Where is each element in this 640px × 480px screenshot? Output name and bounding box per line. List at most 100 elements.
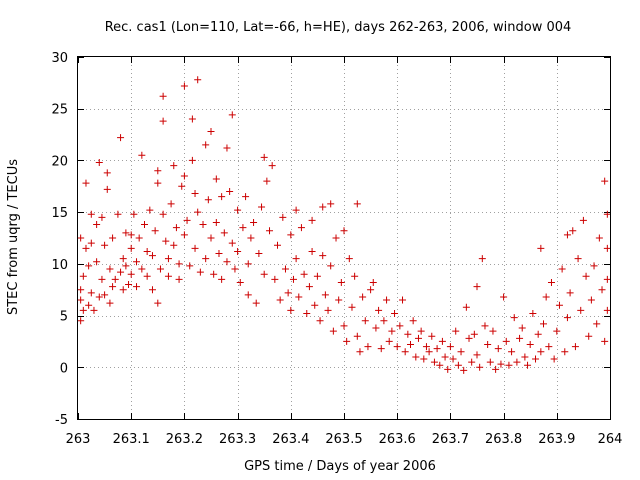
data-point bbox=[295, 293, 303, 301]
data-point bbox=[159, 117, 167, 125]
y-tick-label: 25 bbox=[51, 103, 68, 118]
data-point bbox=[138, 151, 146, 159]
data-point bbox=[518, 324, 526, 332]
data-point bbox=[101, 291, 109, 299]
data-point bbox=[303, 310, 311, 318]
data-point bbox=[319, 252, 327, 260]
data-point bbox=[151, 227, 159, 235]
data-point bbox=[244, 260, 252, 268]
data-point bbox=[133, 283, 141, 291]
data-point bbox=[598, 286, 606, 294]
data-point bbox=[218, 193, 226, 201]
data-point bbox=[106, 265, 114, 273]
data-point bbox=[603, 210, 611, 218]
data-point bbox=[343, 337, 351, 345]
data-point bbox=[244, 291, 252, 299]
data-point bbox=[555, 301, 563, 309]
data-point bbox=[316, 317, 324, 325]
data-point bbox=[603, 275, 611, 283]
data-point bbox=[218, 275, 226, 283]
data-point bbox=[441, 353, 449, 361]
data-point bbox=[234, 206, 242, 214]
data-point bbox=[260, 270, 268, 278]
data-point bbox=[167, 200, 175, 208]
data-point bbox=[502, 337, 510, 345]
data-point bbox=[87, 210, 95, 218]
data-point bbox=[305, 283, 313, 291]
data-point bbox=[148, 286, 156, 294]
data-point bbox=[505, 361, 513, 369]
data-point bbox=[188, 115, 196, 123]
data-point bbox=[311, 301, 319, 309]
data-point bbox=[417, 327, 425, 335]
data-point bbox=[287, 306, 295, 314]
data-point bbox=[340, 322, 348, 330]
data-point bbox=[85, 262, 93, 270]
data-point bbox=[377, 345, 385, 353]
data-point bbox=[77, 296, 85, 304]
data-point bbox=[361, 317, 369, 325]
data-point bbox=[327, 262, 335, 270]
data-point bbox=[239, 224, 247, 232]
data-point bbox=[260, 153, 268, 161]
data-point bbox=[202, 141, 210, 149]
x-tick-label: 263.9 bbox=[538, 432, 575, 447]
data-point bbox=[478, 255, 486, 263]
data-point bbox=[138, 265, 146, 273]
data-point bbox=[276, 296, 284, 304]
data-point bbox=[127, 231, 135, 239]
data-point bbox=[170, 162, 178, 170]
x-tick-label: 263.4 bbox=[272, 432, 309, 447]
data-point bbox=[579, 216, 587, 224]
data-point bbox=[308, 247, 316, 255]
y-tick-label: 15 bbox=[51, 206, 68, 221]
x-tick-label: 264 bbox=[598, 432, 623, 447]
data-point bbox=[98, 213, 106, 221]
data-point bbox=[292, 255, 300, 263]
y-tick-label: -5 bbox=[55, 413, 68, 428]
data-point bbox=[191, 244, 199, 252]
data-point bbox=[143, 247, 151, 255]
data-point bbox=[337, 278, 345, 286]
data-point bbox=[271, 275, 279, 283]
y-axis-label: STEC from uqrg / TECUs bbox=[6, 159, 21, 315]
data-point bbox=[117, 268, 125, 276]
data-point bbox=[106, 299, 114, 307]
data-point bbox=[563, 314, 571, 322]
data-point bbox=[204, 196, 212, 204]
data-point bbox=[109, 283, 117, 291]
data-point bbox=[388, 327, 396, 335]
data-point bbox=[93, 258, 101, 266]
data-point bbox=[82, 179, 90, 187]
data-point bbox=[159, 210, 167, 218]
data-point bbox=[127, 244, 135, 252]
data-point bbox=[590, 262, 598, 270]
data-point bbox=[348, 303, 356, 311]
data-point bbox=[279, 213, 287, 221]
data-point bbox=[164, 255, 172, 263]
data-point bbox=[266, 227, 274, 235]
data-point bbox=[470, 330, 478, 338]
data-point bbox=[154, 167, 162, 175]
data-point bbox=[263, 177, 271, 185]
data-point bbox=[454, 361, 462, 369]
data-point bbox=[223, 258, 231, 266]
data-point bbox=[172, 224, 180, 232]
data-point bbox=[297, 224, 305, 232]
data-point bbox=[228, 239, 236, 247]
data-point bbox=[547, 278, 555, 286]
data-point bbox=[321, 291, 329, 299]
data-point bbox=[212, 175, 220, 183]
data-point bbox=[329, 327, 337, 335]
data-point bbox=[577, 306, 585, 314]
data-point bbox=[340, 227, 348, 235]
data-point bbox=[401, 348, 409, 356]
data-point bbox=[367, 286, 375, 294]
data-point bbox=[380, 317, 388, 325]
data-point bbox=[191, 190, 199, 198]
data-point bbox=[130, 210, 138, 218]
data-point bbox=[242, 193, 250, 201]
data-point bbox=[146, 206, 154, 214]
data-point bbox=[364, 343, 372, 351]
data-point bbox=[180, 82, 188, 90]
